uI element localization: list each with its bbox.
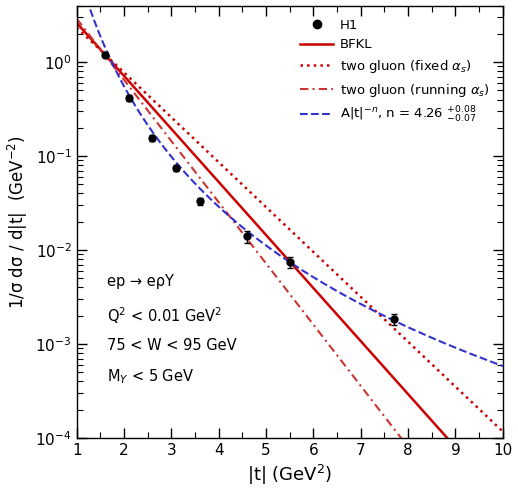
X-axis label: |t| (GeV$^{2}$): |t| (GeV$^{2}$) [247,463,333,488]
Legend: H1, BFKL, two gluon (fixed $\alpha_s$), two gluon (running $\alpha_s$), A|t|$^{-: H1, BFKL, two gluon (fixed $\alpha_s$), … [294,12,496,132]
Y-axis label: 1/σ dσ / d|t|  (GeV$^{-2}$): 1/σ dσ / d|t| (GeV$^{-2}$) [6,135,30,309]
Text: ep → eρY
Q$^2$ < 0.01 GeV$^{2}$
75 < W < 95 GeV
M$_Y$ < 5 GeV: ep → eρY Q$^2$ < 0.01 GeV$^{2}$ 75 < W <… [107,274,236,386]
